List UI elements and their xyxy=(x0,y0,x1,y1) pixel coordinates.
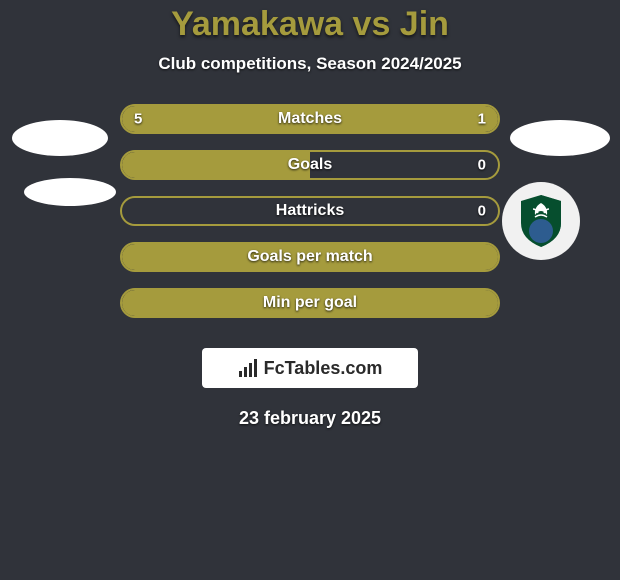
stat-bar-right-value: 0 xyxy=(478,157,486,174)
stat-bar-track: Min per goal xyxy=(120,288,500,318)
stat-bar-fill-left xyxy=(122,152,310,178)
stat-bar-label: Goals per match xyxy=(247,248,372,266)
fctables-text: FcTables.com xyxy=(264,358,383,379)
stat-bar-row: Hattricks 0 xyxy=(120,196,500,226)
stat-bar-track: Goals per match xyxy=(120,242,500,272)
stat-bar-track: Goals 0 xyxy=(120,150,500,180)
stat-bar-left-value: 5 xyxy=(134,111,142,128)
stat-bar-track: Hattricks 0 xyxy=(120,196,500,226)
stat-bars-section: Matches 5 1 Goals 0 Hattricks 0 Goals per match… xyxy=(0,104,620,318)
subtitle: Club competitions, Season 2024/2025 xyxy=(0,54,620,74)
stat-bar-row: Min per goal xyxy=(120,288,500,318)
stat-bar-fill-right xyxy=(419,106,498,132)
stat-bar-label: Matches xyxy=(278,110,342,128)
page-container: Yamakawa vs Jin Club competitions, Seaso… xyxy=(0,0,620,580)
bar-chart-icon xyxy=(238,358,258,378)
stat-bar-fill-left xyxy=(122,106,419,132)
fctables-badge: FcTables.com xyxy=(202,348,418,388)
stat-bar-row: Goals per match xyxy=(120,242,500,272)
stat-bar-right-value: 1 xyxy=(478,111,486,128)
stat-bar-label: Min per goal xyxy=(263,294,357,312)
stat-bar-row: Goals 0 xyxy=(120,150,500,180)
date-text: 23 february 2025 xyxy=(0,408,620,429)
stat-bar-track: Matches 5 1 xyxy=(120,104,500,134)
main-title: Yamakawa vs Jin xyxy=(0,5,620,44)
stat-bar-right-value: 0 xyxy=(478,203,486,220)
stat-bar-label: Goals xyxy=(288,156,332,174)
stat-bar-row: Matches 5 1 xyxy=(120,104,500,134)
stat-bar-label: Hattricks xyxy=(276,202,344,220)
